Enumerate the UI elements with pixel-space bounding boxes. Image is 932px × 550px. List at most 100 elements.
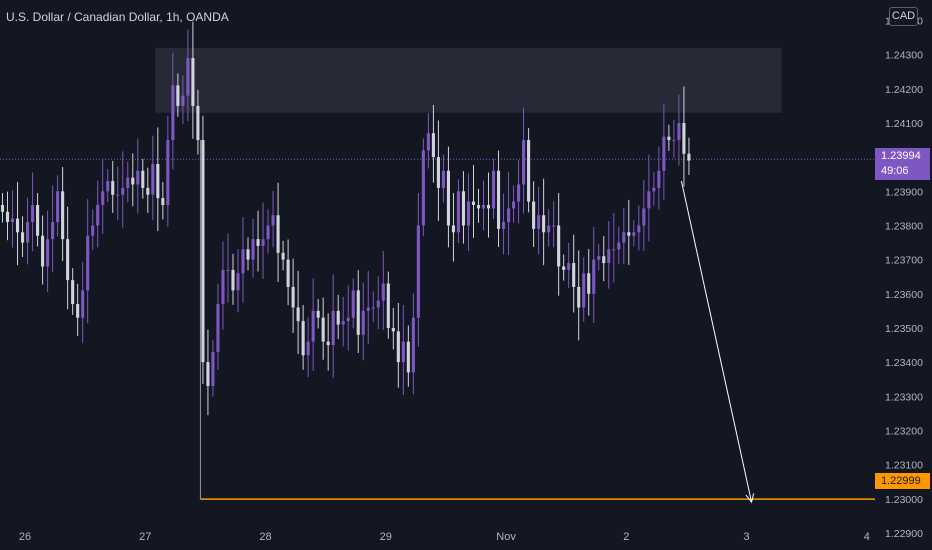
candle — [466, 173, 471, 251]
candle — [496, 150, 501, 248]
y-tick-label: 1.23300 — [885, 391, 923, 403]
candle-body — [682, 122, 686, 154]
candle — [547, 209, 551, 247]
candle — [627, 199, 631, 265]
candle-body — [677, 122, 681, 141]
candle — [396, 303, 400, 388]
candle-body — [491, 170, 496, 209]
candle-body — [61, 191, 65, 240]
candle-body — [126, 177, 130, 188]
candle-body — [121, 187, 125, 195]
candle — [391, 307, 395, 350]
candle — [181, 75, 185, 125]
candle-body — [10, 218, 15, 223]
arrow-head — [745, 493, 755, 504]
candle — [527, 128, 531, 213]
candle-body — [512, 201, 516, 209]
currency-badge[interactable]: CAD — [889, 7, 918, 26]
y-tick-label: 1.24100 — [885, 118, 923, 130]
candle-body — [607, 249, 611, 264]
y-tick-label: 1.24300 — [885, 50, 923, 62]
candle — [431, 104, 435, 183]
candle-body — [341, 321, 345, 325]
candle — [316, 298, 320, 329]
candle-body — [572, 263, 576, 287]
candle — [156, 127, 160, 232]
candle — [597, 244, 601, 271]
candle-body — [151, 163, 155, 195]
candle — [572, 234, 576, 313]
candle — [311, 278, 315, 371]
candle — [241, 216, 245, 303]
candle — [236, 249, 240, 313]
candle-body — [507, 208, 511, 223]
candle — [361, 282, 365, 361]
candle — [607, 221, 611, 289]
candle-body — [522, 140, 526, 185]
candle — [226, 233, 230, 303]
candle — [532, 181, 536, 248]
candle-body — [356, 290, 360, 335]
candle-body — [496, 170, 501, 229]
candle — [401, 305, 405, 396]
candle-body — [20, 232, 25, 243]
candle — [141, 158, 145, 199]
candle-body — [401, 341, 405, 363]
y-tick-label: 1.23700 — [885, 255, 923, 267]
candle — [371, 291, 375, 322]
candle-body — [191, 58, 195, 106]
candle — [537, 186, 541, 255]
candle — [276, 182, 280, 283]
candle-body — [351, 290, 355, 318]
candle-body — [166, 140, 170, 205]
x-tick-label: 4 — [864, 531, 870, 543]
candle-body — [301, 321, 305, 356]
candle-body — [602, 256, 606, 264]
candle-body — [211, 351, 215, 387]
candle-body — [251, 239, 255, 260]
candle-body — [532, 201, 536, 229]
candle — [151, 135, 155, 221]
time-axis: 26 27 28 29 Nov 2 3 4 — [19, 531, 870, 543]
candle — [336, 294, 340, 339]
candle-body — [291, 286, 295, 308]
x-tick-label: 2 — [623, 531, 629, 543]
candle — [552, 201, 556, 248]
candle — [356, 270, 360, 353]
candle-body — [131, 177, 135, 185]
candle — [291, 258, 295, 333]
candle — [211, 339, 215, 397]
candle — [186, 29, 190, 122]
candle-body — [672, 140, 676, 142]
candle — [346, 285, 350, 351]
candle — [161, 182, 165, 220]
candle-body — [116, 194, 120, 196]
candle — [376, 276, 380, 330]
candle-body — [346, 317, 350, 322]
candle-body — [186, 58, 190, 96]
candle — [441, 154, 445, 203]
candle-body — [501, 222, 506, 229]
y-tick-label: 1.22900 — [885, 528, 923, 540]
candle — [657, 146, 661, 210]
candle-body — [96, 204, 100, 226]
candle — [622, 208, 626, 265]
candle-body — [406, 341, 410, 373]
candle-body — [36, 204, 40, 236]
candle-body — [46, 239, 50, 267]
candle-body — [106, 181, 110, 192]
candle-body — [436, 157, 440, 188]
candle — [256, 210, 260, 272]
candle — [602, 236, 606, 282]
candle — [587, 249, 591, 316]
candle-body — [562, 266, 566, 270]
candle-body — [537, 215, 541, 229]
y-tick-label: 1.23800 — [885, 220, 923, 232]
candle — [577, 250, 581, 341]
bar-countdown: 49:06 — [881, 165, 909, 177]
candle — [486, 172, 491, 238]
candle-body — [5, 211, 10, 223]
candle — [557, 193, 561, 296]
candle-body — [647, 191, 651, 209]
candle — [61, 167, 65, 261]
